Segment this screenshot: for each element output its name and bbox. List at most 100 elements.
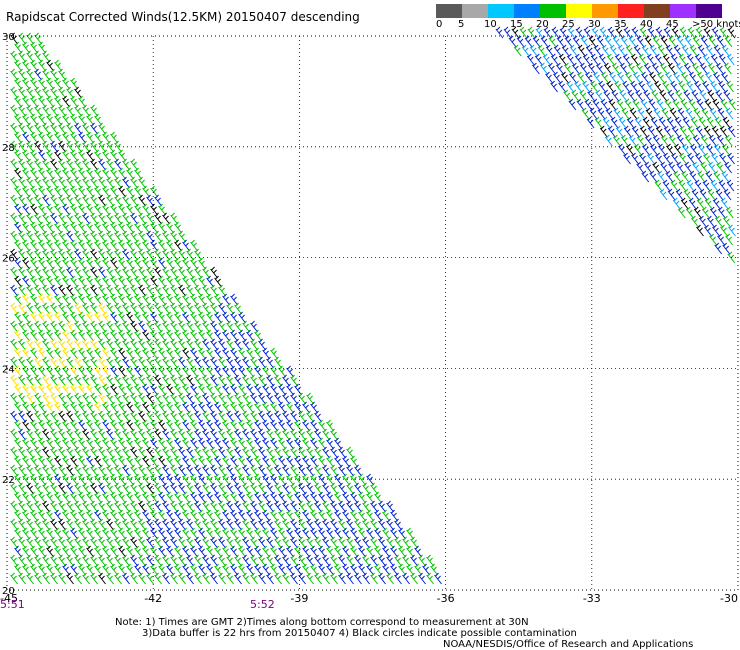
wind-barb bbox=[158, 275, 166, 288]
wind-barb bbox=[22, 509, 30, 522]
wind-barb bbox=[122, 212, 130, 225]
wind-barb bbox=[30, 563, 38, 576]
wind-barb bbox=[146, 374, 154, 387]
wind-barb bbox=[434, 572, 442, 585]
wind-barb bbox=[674, 116, 683, 129]
wind-barb bbox=[42, 104, 50, 117]
wind-barb bbox=[166, 347, 174, 360]
wind-barb bbox=[134, 545, 142, 558]
wind-barb bbox=[298, 428, 306, 441]
wind-barb bbox=[178, 320, 186, 333]
wind-barb bbox=[50, 536, 58, 549]
wind-barb bbox=[278, 365, 286, 378]
wind-barb bbox=[410, 536, 418, 549]
wind-barb bbox=[14, 347, 22, 360]
wind-barb bbox=[78, 95, 86, 108]
wind-barb bbox=[54, 185, 62, 198]
wind-barb bbox=[186, 248, 194, 261]
wind-barb bbox=[106, 248, 114, 261]
wind-barb bbox=[666, 116, 675, 129]
legend-swatch bbox=[696, 4, 722, 18]
wind-barb bbox=[46, 167, 54, 180]
wind-barb bbox=[110, 275, 118, 288]
wind-barb bbox=[214, 527, 222, 540]
wind-barb bbox=[286, 545, 294, 558]
wind-barb bbox=[46, 437, 54, 450]
wind-barb bbox=[652, 161, 661, 174]
wind-barb bbox=[186, 428, 194, 441]
wind-barb bbox=[679, 125, 688, 138]
wind-barb bbox=[26, 50, 34, 63]
wind-barb bbox=[50, 194, 58, 207]
wind-barb bbox=[142, 437, 150, 450]
wind-barb bbox=[30, 203, 38, 216]
wind-barb bbox=[607, 125, 616, 138]
wind-barb bbox=[226, 410, 234, 423]
wind-barb bbox=[342, 563, 350, 576]
wind-barb bbox=[106, 500, 114, 513]
wind-barb bbox=[154, 212, 162, 225]
wind-barb bbox=[647, 26, 656, 39]
lon-tick-label: -39 bbox=[290, 592, 308, 605]
wind-barb bbox=[194, 410, 202, 423]
wind-barb bbox=[242, 464, 250, 477]
wind-barb bbox=[190, 311, 198, 324]
wind-barb bbox=[154, 284, 162, 297]
wind-barb bbox=[34, 410, 42, 423]
wind-barb bbox=[26, 158, 34, 171]
wind-barb bbox=[62, 95, 70, 108]
wind-barb bbox=[122, 446, 130, 459]
wind-barb bbox=[250, 500, 258, 513]
wind-barb bbox=[266, 428, 274, 441]
wind-barb bbox=[178, 554, 186, 567]
wind-barb bbox=[134, 221, 142, 234]
wind-barb bbox=[62, 365, 70, 378]
legend-label: 10 bbox=[484, 19, 497, 30]
wind-barb bbox=[170, 446, 178, 459]
wind-barb bbox=[593, 44, 602, 57]
wind-barb bbox=[398, 563, 406, 576]
wind-barb bbox=[625, 71, 633, 84]
wind-barb bbox=[150, 365, 158, 378]
wind-barb bbox=[78, 113, 86, 126]
wind-barb bbox=[10, 230, 18, 243]
wind-barb bbox=[90, 338, 98, 351]
wind-barb bbox=[50, 140, 58, 153]
wind-barb bbox=[362, 518, 370, 531]
wind-barb bbox=[62, 131, 70, 144]
wind-barb bbox=[30, 167, 38, 180]
wind-barb bbox=[262, 527, 270, 540]
wind-barb bbox=[713, 170, 722, 183]
wind-barb bbox=[26, 356, 34, 369]
wind-barb bbox=[58, 68, 66, 81]
wind-barb bbox=[218, 464, 226, 477]
wind-barb bbox=[230, 401, 238, 414]
wind-barb bbox=[30, 113, 38, 126]
wind-barb bbox=[90, 140, 98, 153]
wind-barb bbox=[78, 563, 86, 576]
wind-barb bbox=[214, 509, 222, 522]
wind-barb bbox=[671, 26, 680, 39]
wind-barb bbox=[138, 518, 146, 531]
wind-barb bbox=[154, 518, 162, 531]
wind-barb bbox=[622, 53, 631, 66]
wind-barb bbox=[98, 500, 106, 513]
wind-barb bbox=[10, 122, 18, 135]
wind-barb bbox=[710, 179, 719, 192]
wind-barb bbox=[637, 107, 646, 120]
wind-barb bbox=[14, 419, 22, 432]
wind-barb bbox=[718, 80, 727, 93]
wind-barb bbox=[709, 206, 718, 219]
wind-barb bbox=[126, 347, 134, 360]
wind-barb bbox=[158, 257, 166, 270]
wind-barb bbox=[366, 509, 374, 522]
wind-barb bbox=[66, 176, 74, 189]
wind-barb bbox=[266, 572, 274, 585]
wind-barb bbox=[712, 98, 721, 111]
wind-barb bbox=[138, 572, 146, 585]
wind-barb bbox=[608, 98, 617, 111]
wind-barb bbox=[234, 536, 242, 549]
wind-barb bbox=[598, 53, 607, 66]
wind-barb bbox=[70, 329, 78, 342]
wind-barb bbox=[98, 374, 106, 387]
